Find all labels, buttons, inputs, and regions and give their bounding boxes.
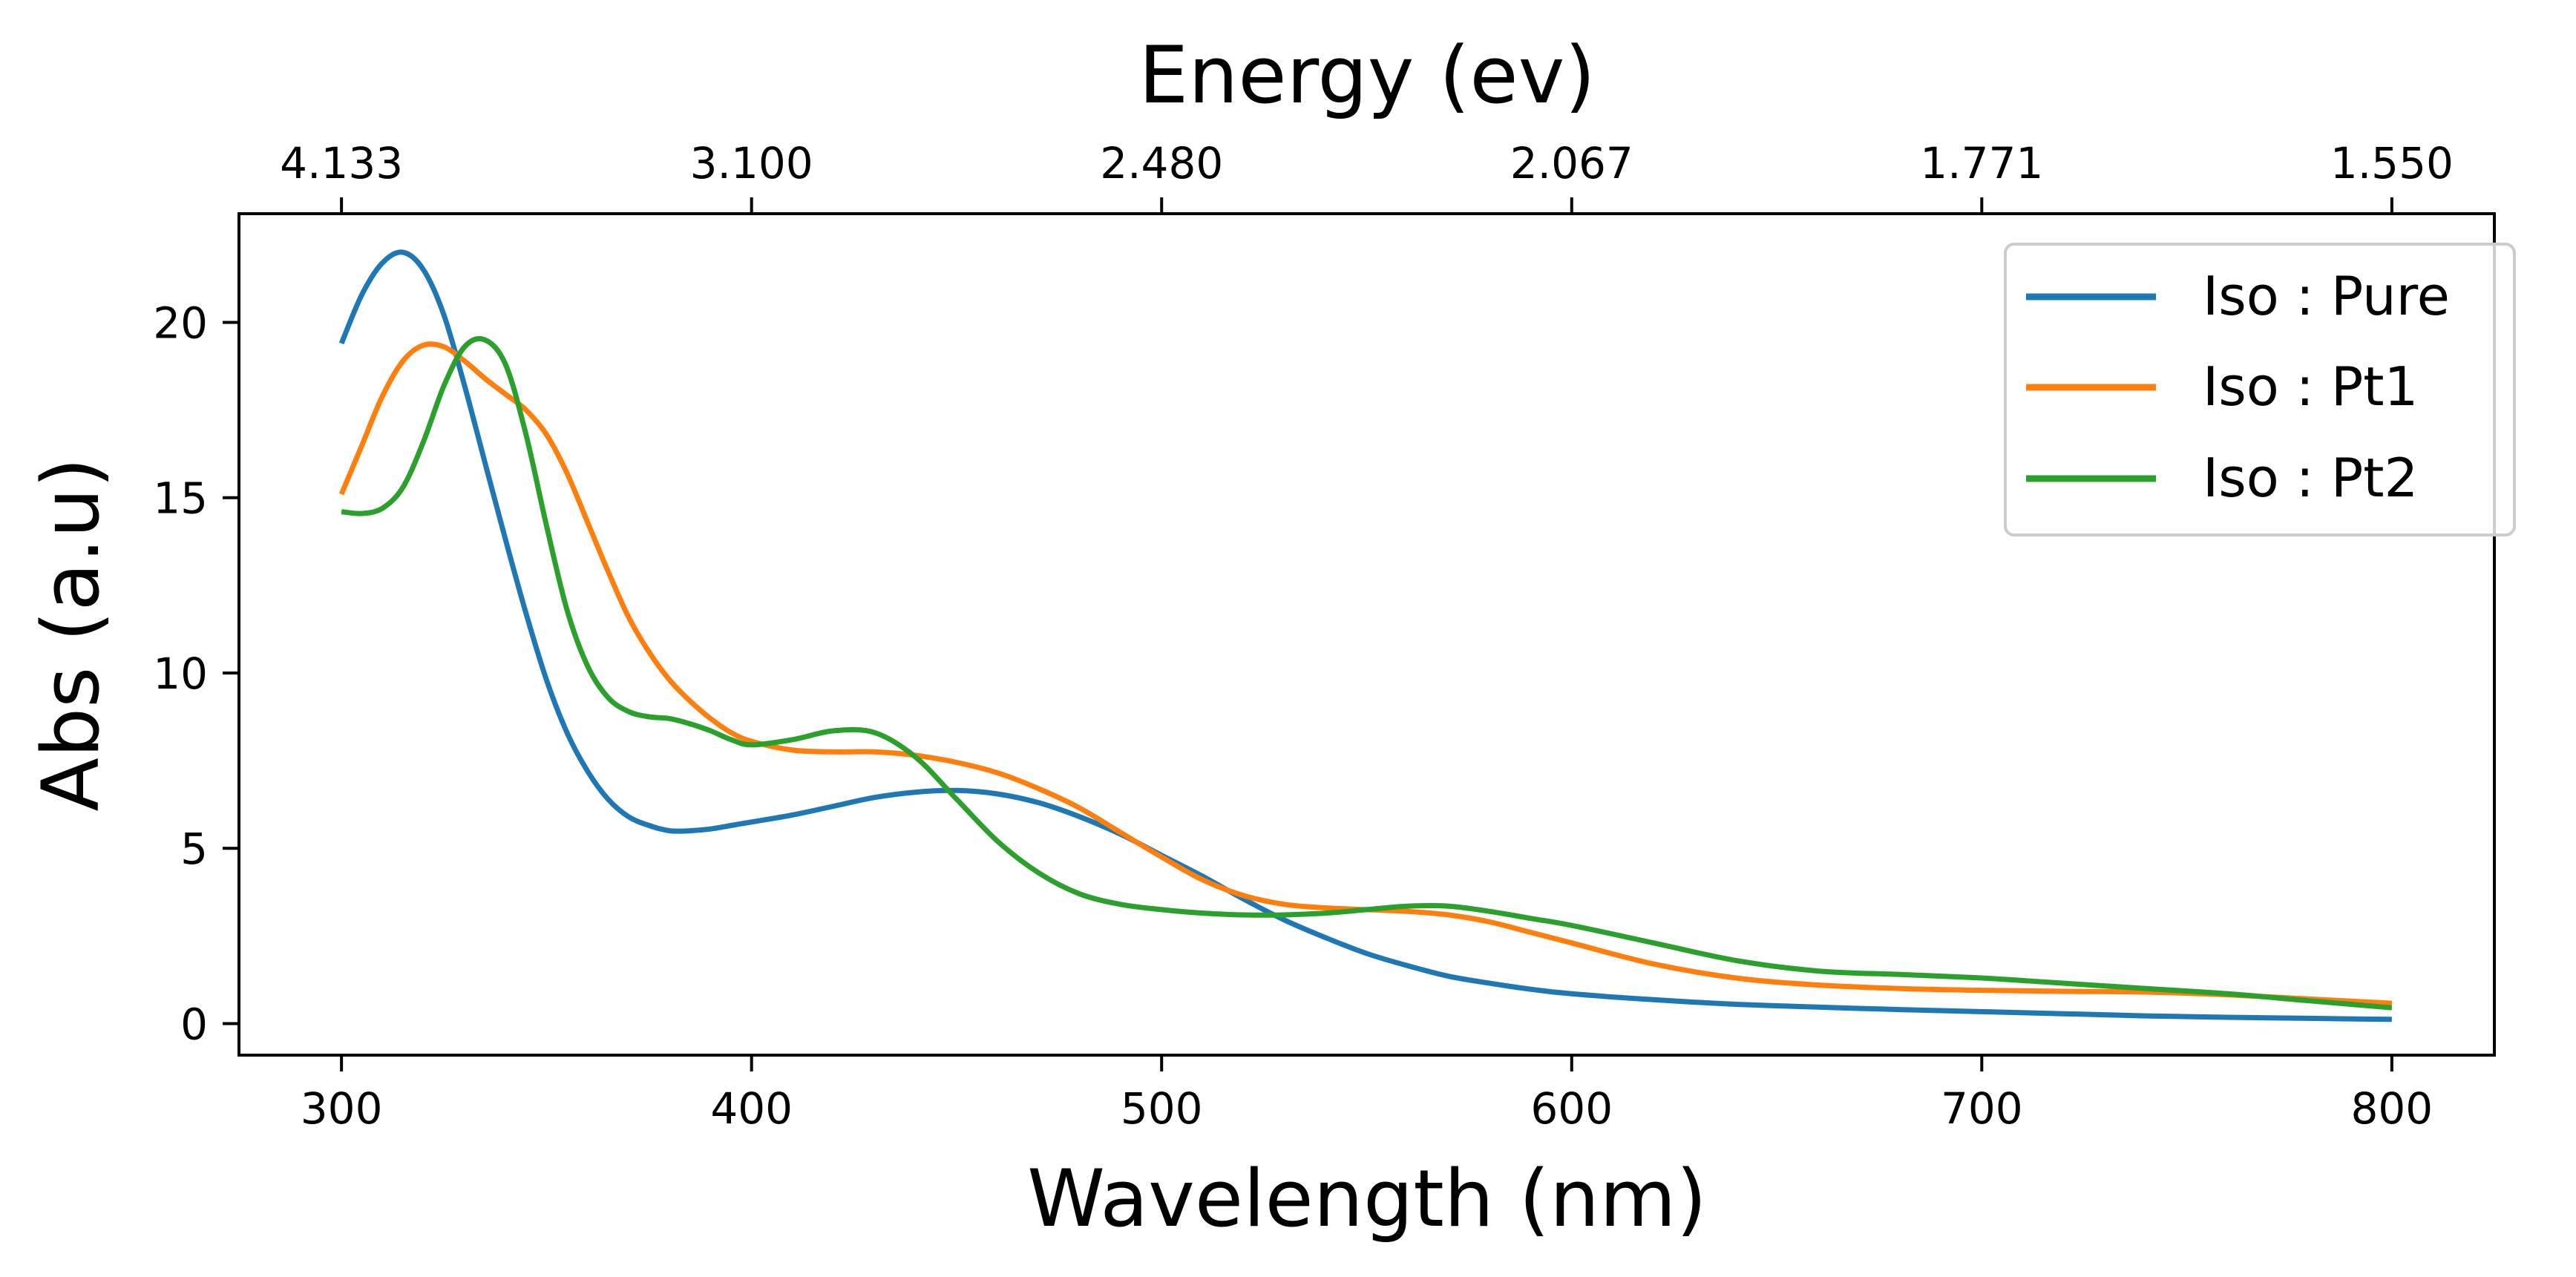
legend-label-iso-pt2: Iso : Pt2	[2203, 447, 2418, 509]
x-tick-label: 500	[1121, 1083, 1203, 1134]
legend-label-iso-pt1: Iso : Pt1	[2203, 355, 2418, 418]
y-tick-label: 10	[153, 649, 208, 699]
x-tick-label: 700	[1941, 1083, 2023, 1134]
y-tick-label: 0	[180, 999, 208, 1049]
plot-frame	[237, 212, 2496, 1057]
top-axis-title: Energy (ev)	[1138, 30, 1595, 121]
legend-label-iso-pure: Iso : Pure	[2203, 265, 2450, 327]
x-tick-label: 600	[1530, 1083, 1613, 1134]
y-tick-label: 5	[180, 824, 208, 874]
left-axis: 0 5 10 15 20	[153, 298, 239, 1049]
series-layer	[338, 249, 2393, 1022]
legend-box	[2004, 243, 2516, 536]
top-tick-label: 1.550	[2330, 138, 2454, 188]
series-line-1	[338, 341, 2393, 1006]
x-tick-label: 400	[710, 1083, 793, 1134]
top-tick-label: 3.100	[690, 138, 813, 188]
y-tick-label: 20	[153, 298, 208, 348]
legend: Iso : Pure Iso : Pt1 Iso : Pt2	[2004, 243, 2516, 536]
x-tick-label: 300	[301, 1083, 383, 1134]
x-axis-title: Wavelength (nm)	[1027, 1153, 1707, 1244]
bottom-axis: 300 400 500 600 700 800	[301, 1055, 2433, 1134]
series-line-2	[341, 335, 2393, 1011]
top-tick-label: 2.067	[1510, 138, 1633, 188]
top-axis: 4.133 3.100 2.480 2.067 1.771 1.550	[280, 138, 2454, 214]
top-tick-label: 1.771	[1920, 138, 2043, 188]
top-tick-label: 4.133	[280, 138, 403, 188]
y-axis-title: Abs (a.u)	[25, 457, 117, 811]
x-tick-label: 800	[2351, 1083, 2434, 1134]
top-tick-label: 2.480	[1100, 138, 1223, 188]
series-line-0	[338, 249, 2392, 1022]
y-tick-label: 15	[153, 473, 208, 524]
